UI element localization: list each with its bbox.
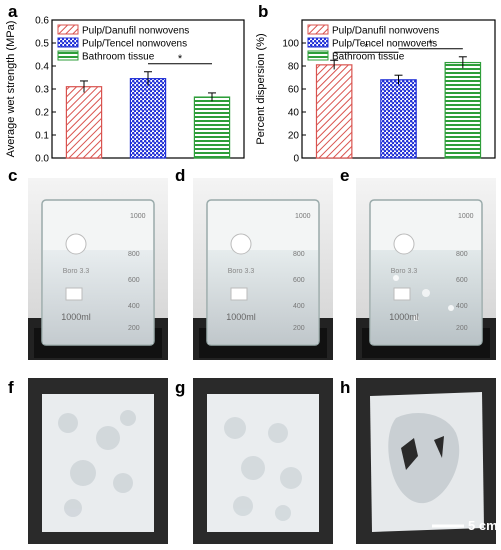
panel-label-b: b — [258, 2, 269, 21]
legend-label: Bathroom tissue — [82, 52, 155, 63]
bar — [193, 96, 231, 159]
svg-text:Boro 3.3: Boro 3.3 — [228, 268, 255, 275]
significance-star: * — [364, 41, 369, 53]
panel-label-a: a — [8, 2, 18, 21]
legend-label: Pulp/Danufil nonwovens — [82, 26, 189, 37]
y-tick-label: 0.2 — [35, 108, 49, 119]
svg-text:200: 200 — [128, 325, 140, 332]
bar — [65, 86, 103, 159]
legend-swatch — [307, 50, 329, 61]
y-tick-label: 0.4 — [35, 62, 49, 73]
panel-label-d: d — [175, 166, 186, 185]
y-tick-label: 40 — [288, 108, 300, 119]
legend-swatch — [57, 37, 79, 48]
y-tick-label: 20 — [288, 131, 300, 142]
sheet-image: 5 cm — [356, 378, 496, 544]
svg-text:400: 400 — [456, 303, 468, 310]
beaker-image: Boro 3.3 1000ml 1000 800 600 400 200 — [356, 178, 496, 360]
svg-text:600: 600 — [128, 277, 140, 284]
y-tick-label: 60 — [288, 85, 300, 96]
y-tick-label: 100 — [282, 39, 299, 50]
bar — [315, 64, 353, 159]
y-tick-label: 0.1 — [35, 131, 49, 142]
svg-text:600: 600 — [293, 277, 305, 284]
svg-text:1000: 1000 — [130, 213, 146, 220]
svg-text:Boro 3.3: Boro 3.3 — [391, 268, 418, 275]
y-tick-label: 80 — [288, 62, 300, 73]
svg-text:1000: 1000 — [458, 213, 474, 220]
svg-text:400: 400 — [128, 303, 140, 310]
svg-text:200: 200 — [456, 325, 468, 332]
sheet-photo-tissue: 5 cm — [356, 378, 496, 544]
panel-label-f: f — [8, 378, 14, 397]
svg-text:400: 400 — [293, 303, 305, 310]
beaker-photo-tissue: Boro 3.3 1000ml 1000 800 600 400 200 — [356, 178, 496, 360]
legend-swatch — [57, 50, 79, 61]
beaker-image: Boro 3.3 1000ml 1000 800 600 400 200 — [28, 178, 168, 360]
scale-bar-label: 5 cm — [468, 518, 496, 533]
sheet-image — [193, 378, 333, 544]
y-tick-label: 0.3 — [35, 85, 49, 96]
y-axis-label: Percent dispersion (%) — [255, 33, 267, 144]
legend-label: Pulp/Danufil nonwovens — [332, 26, 439, 37]
bar — [444, 61, 482, 159]
y-tick-label: 0 — [293, 154, 299, 165]
svg-text:800: 800 — [456, 251, 468, 258]
bar — [380, 79, 417, 159]
sheet-image — [28, 378, 168, 544]
legend-label: Bathroom tissue — [332, 52, 405, 63]
sheet-photo-tencel — [193, 378, 333, 544]
svg-text:1000ml: 1000ml — [61, 312, 91, 322]
legend-label: Pulp/Tencel nonwovens — [332, 39, 437, 50]
beaker-image: Boro 3.3 1000ml 1000 800 600 400 200 — [193, 178, 333, 360]
panel-label-c: c — [8, 166, 18, 185]
svg-text:Boro 3.3: Boro 3.3 — [63, 268, 90, 275]
significance-star: * — [178, 53, 183, 65]
beaker-photo-danufil: Boro 3.3 1000ml 1000 800 600 400 200 — [28, 178, 168, 360]
panel-label-h: h — [340, 378, 351, 397]
panel-label-e: e — [340, 166, 350, 185]
svg-text:1000ml: 1000ml — [226, 312, 256, 322]
y-tick-label: 0.5 — [35, 39, 49, 50]
bar — [129, 78, 167, 159]
wet-strength-bar-chart: 0.0 0.1 0.2 0.3 0.4 0.5 0.6 Average wet strengt… — [5, 16, 245, 165]
svg-text:200: 200 — [293, 325, 305, 332]
legend-swatch — [307, 37, 329, 48]
svg-text:800: 800 — [128, 251, 140, 258]
legend-swatch — [307, 24, 329, 35]
svg-text:800: 800 — [293, 251, 305, 258]
panel-label-g: g — [175, 378, 186, 397]
y-tick-label: 0.6 — [35, 16, 49, 27]
sheet-photo-danufil — [28, 378, 168, 544]
legend-swatch — [57, 24, 79, 35]
svg-text:1000: 1000 — [295, 213, 311, 220]
significance-star: * — [429, 38, 434, 50]
svg-text:600: 600 — [456, 277, 468, 284]
legend-label: Pulp/Tencel nonwovens — [82, 39, 187, 50]
svg-text:1000ml: 1000ml — [389, 312, 419, 322]
beaker-photo-tencel: Boro 3.3 1000ml 1000 800 600 400 200 — [193, 178, 333, 360]
y-axis-label: Average wet strength (MPa) — [5, 21, 17, 158]
y-tick-label: 0.0 — [35, 154, 49, 165]
